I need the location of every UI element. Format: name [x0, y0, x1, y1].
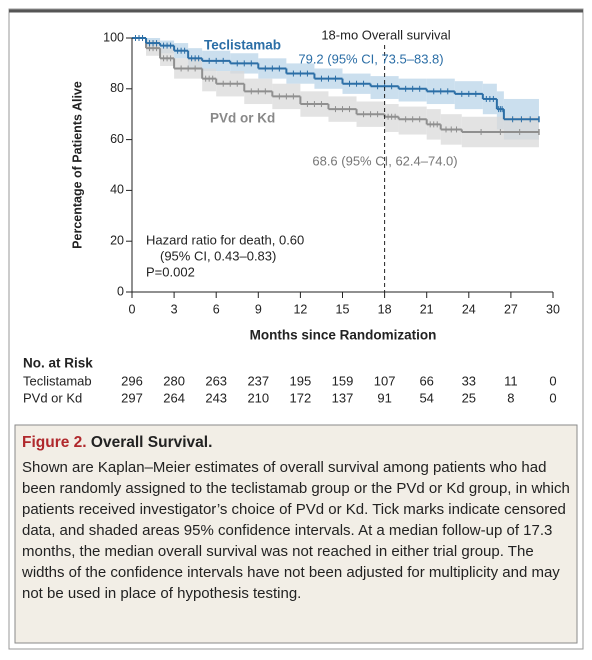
risk-count: 264	[163, 390, 185, 405]
y-tick-label: 40	[110, 183, 124, 197]
risk-count: 159	[332, 373, 354, 388]
x-tick-label: 12	[293, 302, 307, 316]
vline-label: 18-mo Overall survival	[321, 27, 450, 42]
risk-count: 243	[205, 390, 227, 405]
x-tick-label: 27	[504, 302, 518, 316]
risk-row-name: Teclistamab	[23, 373, 92, 388]
risk-count: 0	[549, 390, 556, 405]
series-label: Teclistamab	[204, 38, 281, 53]
y-tick-label: 80	[110, 81, 124, 95]
risk-count: 8	[507, 390, 514, 405]
x-tick-label: 0	[129, 302, 136, 316]
tec-estimate: 79.2 (95% CI, 73.5–83.8)	[298, 51, 443, 66]
risk-count: 25	[462, 390, 476, 405]
risk-count: 280	[163, 373, 185, 388]
hazard-line: P=0.002	[146, 264, 195, 279]
hazard-line: (95% CI, 0.43–0.83)	[160, 248, 276, 263]
risk-count: 11	[504, 373, 518, 388]
risk-count: 172	[290, 390, 312, 405]
y-tick-label: 60	[110, 132, 124, 146]
risk-count: 54	[419, 390, 433, 405]
x-tick-label: 21	[420, 302, 434, 316]
frame	[8, 8, 584, 650]
risk-count: 195	[290, 373, 312, 388]
risk-count: 107	[374, 373, 396, 388]
risk-count: 137	[332, 390, 354, 405]
x-axis-label: Months since Randomization	[250, 328, 437, 343]
y-axis-label: Percentage of Patients Alive	[70, 81, 84, 249]
figure-number: Figure 2.	[22, 434, 87, 451]
pvd-estimate: 68.6 (95% CI, 62.4–74.0)	[312, 153, 457, 168]
caption: Figure 2. Overall Survival. Shown are Ka…	[22, 432, 574, 604]
risk-count: 91	[377, 390, 391, 405]
y-tick-label: 0	[117, 284, 124, 298]
risk-row-name: PVd or Kd	[23, 390, 82, 405]
y-tick-label: 20	[110, 233, 124, 247]
y-tick-label: 100	[103, 30, 124, 44]
risk-count: 263	[205, 373, 227, 388]
risk-title: No. at Risk	[23, 356, 93, 371]
series-label: PVd or Kd	[210, 111, 275, 126]
risk-count: 237	[247, 373, 269, 388]
risk-count: 33	[462, 373, 476, 388]
caption-title: Overall Survival.	[90, 434, 213, 451]
x-tick-label: 30	[546, 302, 560, 316]
caption-box	[14, 424, 578, 644]
caption-heading: Figure 2. Overall Survival.	[22, 432, 574, 453]
hazard-line: Hazard ratio for death, 0.60	[146, 232, 304, 247]
x-tick-label: 15	[336, 302, 350, 316]
x-tick-label: 9	[255, 302, 262, 316]
caption-text: Shown are Kaplan–Meier estimates of over…	[22, 459, 570, 602]
x-tick-label: 24	[462, 302, 476, 316]
risk-count: 66	[419, 373, 433, 388]
x-tick-label: 3	[171, 302, 178, 316]
risk-count: 296	[121, 373, 143, 388]
risk-count: 0	[549, 373, 556, 388]
risk-count: 210	[247, 390, 269, 405]
x-tick-label: 6	[213, 302, 220, 316]
x-tick-label: 18	[378, 302, 392, 316]
risk-count: 297	[121, 390, 143, 405]
